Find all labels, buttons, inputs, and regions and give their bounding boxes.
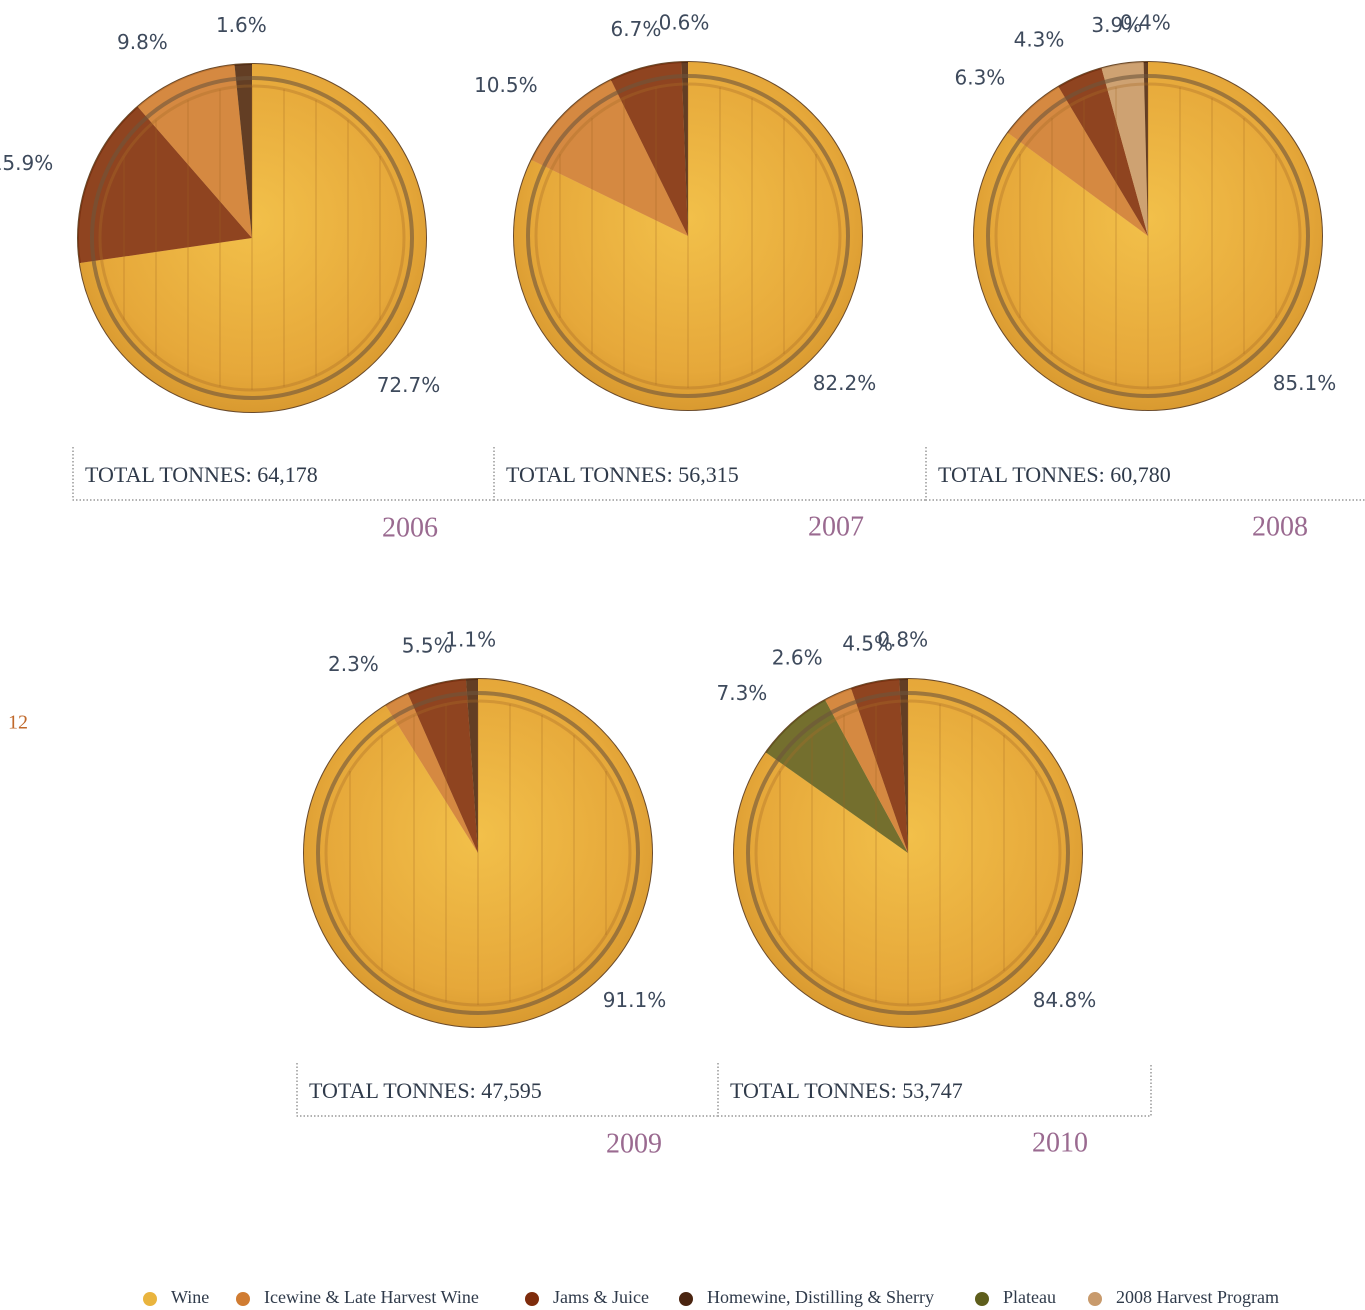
value-label: 9.8% (117, 30, 168, 54)
total-tonnes: TOTAL TONNES: 47,595 (309, 1078, 542, 1103)
value-label: 82.2% (813, 371, 877, 395)
pie-chart: 85.1% 6.3% 4.3% 3.9%0.4% TOTAL TONNES: 60,78… (925, 11, 1365, 542)
total-box (296, 1063, 718, 1117)
total-tonnes: TOTAL TONNES: 53,747 (730, 1078, 963, 1103)
value-label: 0.6% (659, 11, 710, 35)
total-tonnes: TOTAL TONNES: 64,178 (85, 462, 318, 487)
total-box (493, 447, 926, 501)
legend-swatch (1088, 1292, 1102, 1306)
pie-chart: 72.7% 15.9% 9.8% 1.6% TOTAL TONNES: 64,178 20… (0, 13, 494, 543)
pie-slice (899, 679, 908, 853)
value-label: 0.4% (1120, 11, 1171, 35)
barrel-hoop (526, 74, 850, 398)
barrel-inner (754, 699, 1062, 1007)
legend-swatch (143, 1292, 157, 1306)
barrel-hoop (316, 691, 640, 1015)
pie-chart: 91.1% 2.3% 5.5%1.1% TOTAL TONNES: 47,595 200… (296, 628, 718, 1159)
pie-slice (385, 693, 478, 853)
pie-slice (514, 62, 862, 411)
legend-label: Jams & Juice (553, 1287, 649, 1307)
value-label: 4.3% (1014, 28, 1065, 52)
chart-title: 2006 (382, 512, 438, 543)
pie-slice (610, 62, 688, 237)
pie-slice (733, 679, 1082, 1027)
legend-label: Homewine, Distilling & Sherry (707, 1287, 934, 1307)
pie-slice (234, 64, 252, 238)
pie-slice (765, 699, 908, 853)
chart-title: 2008 (1252, 511, 1308, 542)
total-tonnes: TOTAL TONNES: 60,780 (938, 462, 1171, 487)
value-label: 1.1% (445, 628, 496, 652)
barrel-inner (98, 84, 406, 392)
legend-label: Wine (171, 1287, 209, 1307)
value-label: 3.9% (1091, 13, 1142, 37)
legend-label: Icewine & Late Harvest Wine (264, 1287, 479, 1307)
value-label: 2.3% (328, 652, 379, 676)
pie-slice (407, 679, 478, 853)
total-tonnes: TOTAL TONNES: 56,315 (506, 462, 739, 487)
pie-slice (303, 679, 652, 1027)
pie-slice (851, 679, 908, 853)
pie-slice (465, 679, 478, 853)
legend-label: Plateau (1003, 1287, 1056, 1307)
total-box (925, 447, 1365, 501)
pie-slice (1058, 68, 1148, 237)
legend-swatch (236, 1292, 250, 1306)
value-label: 6.7% (611, 17, 662, 41)
pie-chart: 84.8% 7.3%2.6% 4.5%0.8% TOTAL TONNES: 53,74… (716, 628, 1152, 1158)
pie-slice (1007, 86, 1148, 236)
chart-title: 2009 (606, 1128, 662, 1159)
barrel-hoop (986, 74, 1310, 398)
barrel-inner (324, 699, 632, 1007)
legend-label: 2008 Harvest Program (1116, 1287, 1279, 1307)
pie-slice (1101, 62, 1148, 237)
page-number: 12 (8, 712, 28, 734)
legend-swatch (679, 1292, 693, 1306)
value-label: 2.6% (772, 645, 823, 669)
pie-slice (1143, 62, 1148, 236)
pie-slice (79, 64, 427, 412)
value-label: 5.5% (402, 634, 453, 658)
value-label: 7.3% (716, 681, 767, 705)
chart-title: 2010 (1032, 1127, 1088, 1158)
pie-slice (825, 688, 908, 853)
chart-title: 2007 (808, 511, 864, 542)
total-box (717, 1063, 1152, 1117)
legend-swatch (975, 1292, 989, 1306)
value-label: 1.6% (216, 13, 267, 37)
barrel-hoop (90, 76, 414, 400)
value-label: 84.8% (1033, 988, 1097, 1012)
value-label: 91.1% (603, 988, 667, 1012)
barrel-hoop (746, 691, 1070, 1015)
pie-slice (681, 62, 688, 236)
legend-swatch (525, 1292, 539, 1306)
barrel-inner (534, 82, 842, 390)
total-box (72, 447, 494, 501)
value-label: 10.5% (474, 73, 538, 97)
value-label: 0.8% (877, 628, 928, 652)
value-label: 85.1% (1273, 371, 1337, 395)
pie-slice (531, 79, 688, 236)
value-label: 4.5% (842, 631, 893, 655)
value-label: 72.7% (377, 373, 441, 397)
pie-slice (137, 64, 252, 238)
barrel-inner (994, 82, 1302, 390)
value-label: 6.3% (955, 66, 1006, 90)
value-label: 15.9% (0, 151, 53, 175)
pie-chart: 82.2% 10.5% 6.7%0.6% TOTAL TONNES: 56,315 20… (474, 11, 926, 542)
